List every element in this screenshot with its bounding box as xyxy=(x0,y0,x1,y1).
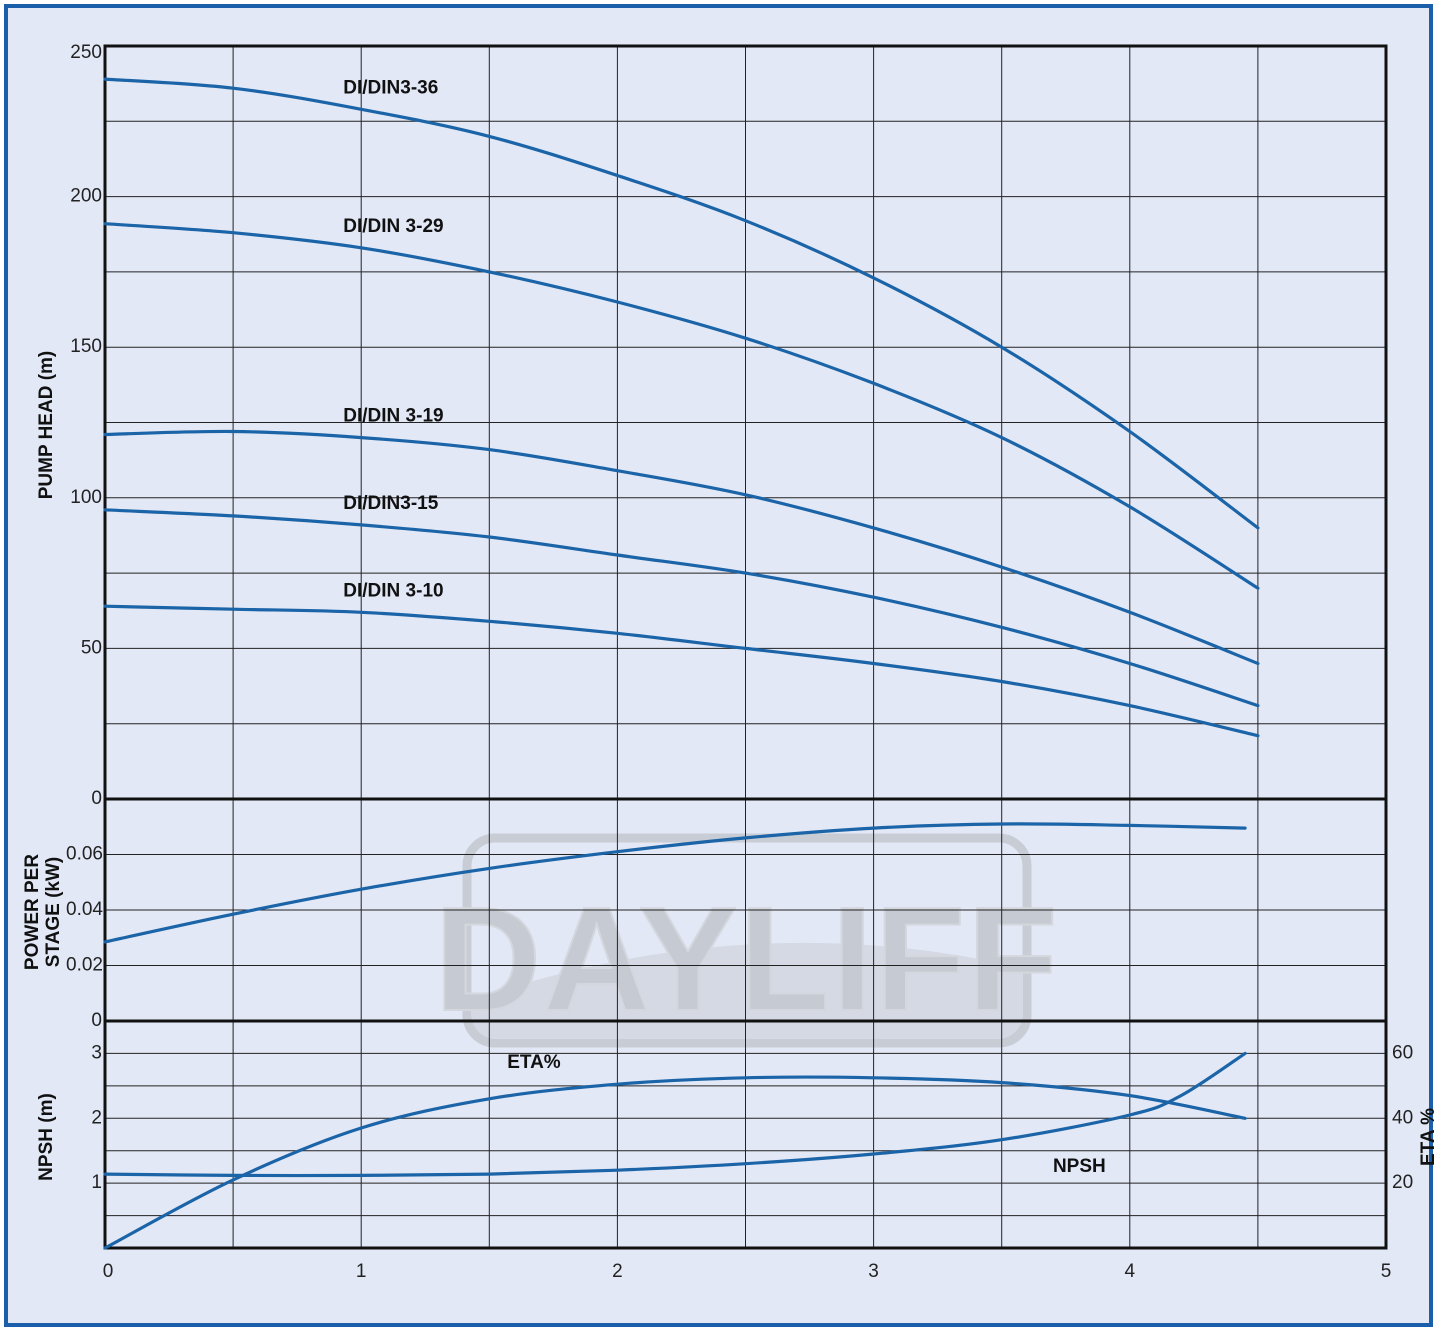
eta-curve xyxy=(103,1075,1247,1250)
npsh-axis-title: NPSH (m) xyxy=(36,1093,57,1181)
y-tick-label-head: 250 xyxy=(70,42,102,63)
head-curve-3 xyxy=(103,429,1260,666)
y-tick-label-power: 0.04 xyxy=(66,899,103,920)
head-curve-1 xyxy=(103,77,1260,530)
y-tick-label-head: 100 xyxy=(70,487,102,508)
y-tick-label-npsh: 2 xyxy=(91,1107,102,1128)
head-curve-2 xyxy=(103,222,1260,590)
series-layer xyxy=(103,77,1260,1250)
power-axis-title-line2: STAGE (kW) xyxy=(43,857,64,967)
head-curve-4 xyxy=(103,508,1260,708)
y-tick-label-head: 50 xyxy=(81,637,102,658)
y-tick-label-eta: 20 xyxy=(1392,1172,1413,1193)
head-curve-5 xyxy=(103,604,1260,738)
chart-background xyxy=(4,4,1433,1327)
head-curve-label: DI/DIN 3-19 xyxy=(343,406,443,427)
npsh-curve-label: NPSH xyxy=(1053,1156,1106,1177)
y-tick-label-npsh: 1 xyxy=(91,1172,102,1193)
y-tick-label-head: 200 xyxy=(70,186,102,207)
y-tick-label-eta: 40 xyxy=(1392,1107,1413,1128)
head-curve-label: DI/DIN 3-10 xyxy=(343,580,443,601)
x-tick-label: 5 xyxy=(1381,1261,1392,1282)
x-tick-label: 1 xyxy=(356,1261,367,1282)
x-tick-label: 0 xyxy=(103,1261,114,1282)
y-tick-label-head: 150 xyxy=(70,336,102,357)
head-curve-label: DI/DIN3-36 xyxy=(343,77,438,98)
head-curve-label: DI/DIN3-15 xyxy=(343,493,438,514)
x-tick-label: 2 xyxy=(612,1261,623,1282)
power-curve xyxy=(103,822,1247,944)
x-tick-label: 4 xyxy=(1125,1261,1136,1282)
power-axis-title-line1: POWER PER xyxy=(22,854,43,970)
y-tick-label-eta: 60 xyxy=(1392,1042,1413,1063)
y-tick-label-power: 0.06 xyxy=(66,844,103,865)
watermark-text: DAYLIFF xyxy=(434,877,1059,1042)
x-tick-label: 3 xyxy=(868,1261,879,1282)
eta-axis-title: ETA % xyxy=(1418,1108,1437,1166)
labels-layer: 0 50 100 150 200 250 0.02 0.04 0.06 0 1 2 3 20 40 60 0 1 2… xyxy=(66,42,1413,1282)
y-tick-label-power: 0.02 xyxy=(66,955,103,976)
npsh-curve xyxy=(103,1051,1247,1178)
power-axis-title: POWER PERSTAGE (kW) xyxy=(22,854,64,970)
head-curve-label: DI/DIN 3-29 xyxy=(343,216,443,237)
plot-border xyxy=(103,44,1388,1250)
eta-curve-label: ETA% xyxy=(507,1052,561,1073)
y-tick-label-npsh: 3 xyxy=(91,1042,102,1063)
grid xyxy=(103,44,1388,1250)
y-tick-label-head: 0 xyxy=(91,788,102,809)
pump-head-axis-title: PUMP HEAD (m) xyxy=(36,351,57,500)
y-tick-label-power: 0 xyxy=(91,1010,102,1031)
